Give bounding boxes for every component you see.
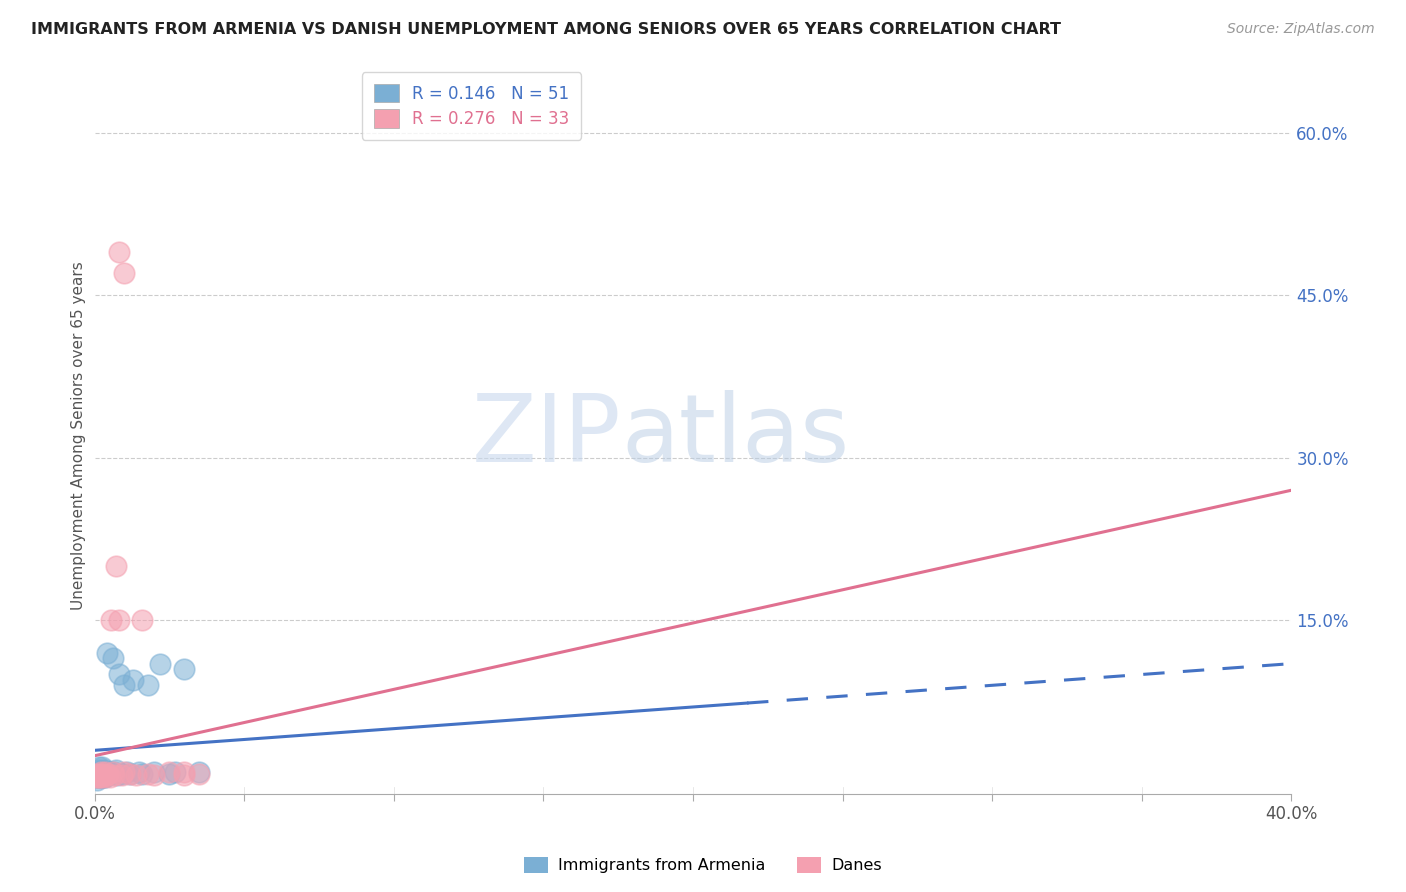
Point bbox=[87, 763, 110, 777]
Point bbox=[86, 771, 108, 785]
Point bbox=[173, 764, 195, 779]
Point bbox=[107, 667, 129, 681]
Point bbox=[87, 771, 110, 785]
Point bbox=[114, 678, 136, 692]
Point bbox=[89, 767, 111, 781]
Text: IMMIGRANTS FROM ARMENIA VS DANISH UNEMPLOYMENT AMONG SENIORS OVER 65 YEARS CORRE: IMMIGRANTS FROM ARMENIA VS DANISH UNEMPL… bbox=[31, 22, 1062, 37]
Point bbox=[128, 764, 150, 779]
Y-axis label: Unemployment Among Seniors over 65 years: Unemployment Among Seniors over 65 years bbox=[72, 261, 86, 610]
Point bbox=[87, 759, 110, 773]
Point bbox=[101, 651, 124, 665]
Point bbox=[93, 764, 115, 779]
Point bbox=[97, 767, 120, 781]
Point bbox=[131, 613, 153, 627]
Legend: R = 0.146   N = 51, R = 0.276   N = 33: R = 0.146 N = 51, R = 0.276 N = 33 bbox=[363, 72, 581, 140]
Point bbox=[173, 768, 195, 782]
Point bbox=[188, 767, 211, 781]
Point bbox=[96, 646, 118, 660]
Point bbox=[105, 768, 128, 782]
Point bbox=[90, 768, 112, 782]
Point bbox=[103, 764, 125, 779]
Point bbox=[90, 771, 112, 785]
Point bbox=[86, 767, 108, 781]
Point bbox=[120, 767, 142, 781]
Point bbox=[87, 768, 110, 782]
Point bbox=[165, 764, 187, 779]
Text: ZIP: ZIP bbox=[471, 390, 621, 482]
Point bbox=[98, 771, 121, 785]
Point bbox=[97, 764, 120, 779]
Point bbox=[96, 768, 118, 782]
Point bbox=[94, 764, 117, 779]
Point bbox=[91, 768, 114, 782]
Point bbox=[100, 767, 122, 781]
Point bbox=[120, 767, 142, 781]
Point bbox=[84, 771, 107, 785]
Point bbox=[93, 771, 115, 785]
Point bbox=[90, 767, 112, 781]
Point bbox=[107, 613, 129, 627]
Point bbox=[87, 771, 110, 785]
Point bbox=[138, 678, 160, 692]
Point bbox=[84, 767, 107, 781]
Point bbox=[100, 613, 122, 627]
Point bbox=[91, 767, 114, 781]
Point bbox=[98, 764, 121, 779]
Point bbox=[117, 764, 139, 779]
Point bbox=[138, 767, 160, 781]
Point bbox=[107, 244, 129, 259]
Point bbox=[94, 763, 117, 777]
Point bbox=[91, 759, 114, 773]
Point bbox=[90, 771, 112, 785]
Legend: Immigrants from Armenia, Danes: Immigrants from Armenia, Danes bbox=[517, 850, 889, 880]
Point bbox=[89, 769, 111, 783]
Point bbox=[149, 657, 172, 671]
Point bbox=[104, 763, 127, 777]
Point bbox=[91, 764, 114, 779]
Point bbox=[131, 767, 153, 781]
Point bbox=[188, 764, 211, 779]
Point bbox=[114, 764, 136, 779]
Point bbox=[101, 764, 124, 779]
Point bbox=[114, 267, 136, 281]
Point bbox=[97, 767, 120, 781]
Point bbox=[173, 662, 195, 676]
Text: Source: ZipAtlas.com: Source: ZipAtlas.com bbox=[1227, 22, 1375, 37]
Point bbox=[125, 768, 148, 782]
Point bbox=[157, 767, 180, 781]
Point bbox=[93, 771, 115, 785]
Point bbox=[143, 764, 166, 779]
Point bbox=[104, 559, 127, 574]
Point bbox=[91, 771, 114, 785]
Point bbox=[90, 763, 112, 777]
Point bbox=[84, 771, 107, 785]
Point bbox=[157, 764, 180, 779]
Point bbox=[87, 767, 110, 781]
Text: atlas: atlas bbox=[621, 390, 849, 482]
Point bbox=[122, 673, 145, 687]
Point bbox=[96, 767, 118, 781]
Point bbox=[87, 768, 110, 782]
Point bbox=[94, 771, 117, 785]
Point bbox=[94, 768, 117, 782]
Point bbox=[93, 767, 115, 781]
Point bbox=[89, 764, 111, 779]
Point bbox=[143, 768, 166, 782]
Point bbox=[86, 764, 108, 779]
Point bbox=[110, 768, 132, 782]
Point bbox=[110, 767, 132, 781]
Point bbox=[103, 768, 125, 782]
Point bbox=[91, 767, 114, 781]
Point bbox=[90, 764, 112, 779]
Point bbox=[86, 772, 108, 787]
Point bbox=[86, 771, 108, 785]
